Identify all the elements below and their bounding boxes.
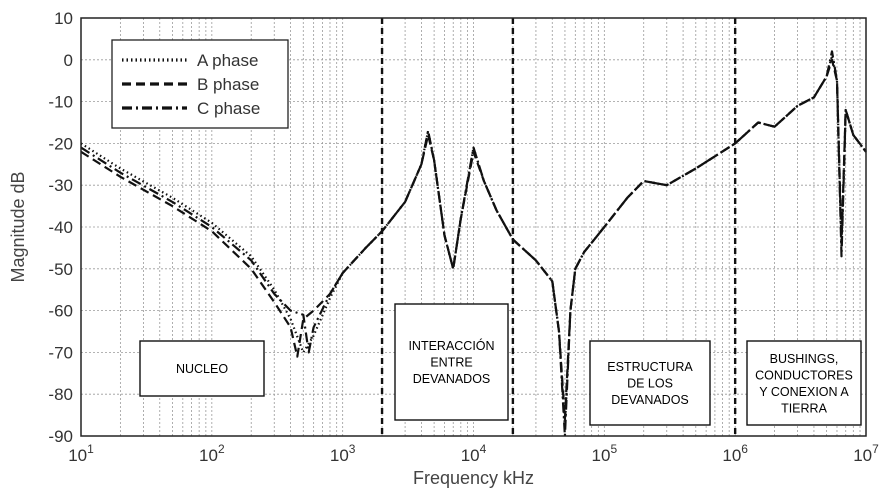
x-tick-label: 102 bbox=[199, 442, 225, 465]
y-tick-label: -80 bbox=[48, 385, 73, 404]
y-tick-label: -30 bbox=[48, 176, 73, 195]
y-axis-title: Magnitude dB bbox=[8, 171, 28, 282]
y-tick-label: -50 bbox=[48, 260, 73, 279]
region-label-line: NUCLEO bbox=[176, 362, 228, 376]
y-tick-label: -10 bbox=[48, 93, 73, 112]
x-tick-label: 105 bbox=[592, 442, 618, 465]
y-tick-label: 0 bbox=[64, 51, 73, 70]
region-label-line: BUSHINGS, bbox=[770, 352, 839, 366]
x-tick-label: 107 bbox=[853, 442, 879, 465]
x-tick-labels: 101 102 103 104 105 106 107 bbox=[68, 442, 879, 465]
region-label-line: ESTRUCTURA bbox=[607, 360, 693, 374]
region-label-line: Y CONEXION A bbox=[759, 385, 849, 399]
y-tick-label: -60 bbox=[48, 302, 73, 321]
series-line-3 bbox=[80, 50, 867, 438]
region-label-box bbox=[139, 340, 265, 397]
region-label-line: DEVANADOS bbox=[611, 393, 689, 407]
region-label-line: DE LOS bbox=[627, 377, 673, 391]
region-labels: NUCLEO INTERACCIÓN ENTRE DEVANADOS ESTRUCTUR… bbox=[139, 303, 862, 426]
legend-label: B phase bbox=[197, 75, 259, 94]
y-tick-label: -90 bbox=[48, 427, 73, 446]
y-tick-label: -40 bbox=[48, 218, 73, 237]
region-label-box bbox=[394, 303, 509, 421]
series-lines bbox=[80, 50, 867, 438]
legend-label: C phase bbox=[197, 99, 260, 118]
region-label-line: ENTRE bbox=[430, 356, 472, 370]
y-tick-label: -20 bbox=[48, 134, 73, 153]
region-label-line: CONDUCTORES bbox=[755, 368, 853, 382]
x-tick-label: 104 bbox=[461, 442, 487, 465]
region-label-box bbox=[746, 340, 862, 426]
y-tick-labels: 10 0 -10 -20 -30 -40 -50 -60 -70 -80 -90 bbox=[48, 9, 73, 446]
region-label-line: DEVANADOS bbox=[413, 372, 491, 386]
x-tick-label: 106 bbox=[722, 442, 748, 465]
x-axis-title: Frequency kHz bbox=[413, 468, 534, 488]
x-tick-label: 103 bbox=[330, 442, 356, 465]
region-label-line: INTERACCIÓN bbox=[408, 338, 494, 353]
region-label-line: TIERRA bbox=[781, 401, 828, 415]
legend: A phase B phase C phase bbox=[111, 39, 289, 129]
y-tick-label: -70 bbox=[48, 343, 73, 362]
region-label-box bbox=[589, 340, 711, 426]
legend-label: A phase bbox=[197, 51, 258, 70]
x-tick-label: 101 bbox=[68, 442, 94, 465]
plot-area-frame bbox=[80, 17, 867, 437]
y-tick-label: 10 bbox=[54, 9, 73, 28]
